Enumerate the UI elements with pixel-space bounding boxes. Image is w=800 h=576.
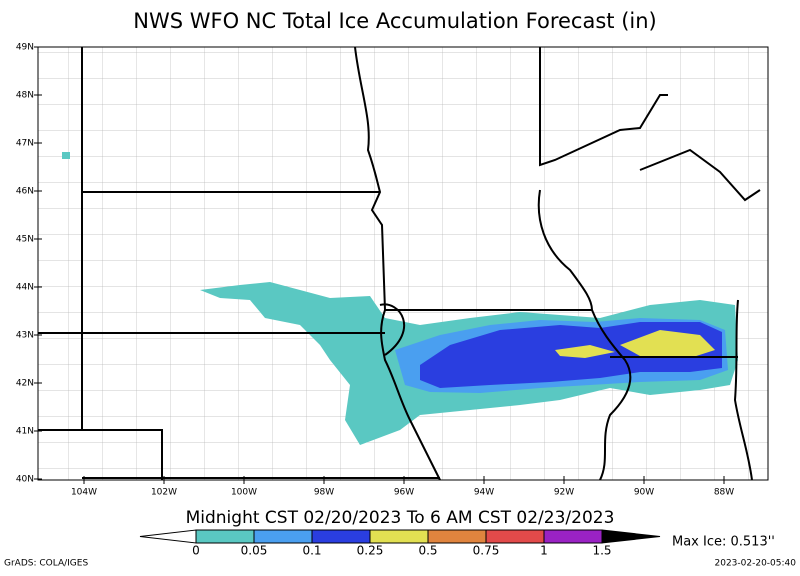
colorbar-label: 1.5: [592, 544, 611, 558]
colorbar-segment: [311, 529, 371, 544]
lon-label: 94W: [474, 488, 494, 498]
lon-label: 90W: [634, 488, 654, 498]
lon-label: 102W: [151, 488, 177, 498]
colorbar-high: [601, 529, 661, 544]
title: NWS WFO NC Total Ice Accumulation Foreca…: [133, 9, 656, 33]
colorbar-label: 0.5: [418, 544, 437, 558]
lat-label: 43N: [16, 331, 34, 341]
longitude-labels: 104W 102W 100W 98W 96W 94W 92W 90W 88W: [71, 476, 734, 498]
lon-label: 92W: [554, 488, 574, 498]
lon-label: 104W: [71, 488, 97, 498]
colorbar-segment: [253, 529, 313, 544]
lat-label: 47N: [16, 139, 34, 149]
map-frame: [37, 46, 769, 481]
colorbar-low: [139, 529, 197, 544]
max-ice: Max Ice: 0.513'': [672, 535, 775, 550]
lat-label: 48N: [16, 91, 34, 101]
colorbar-label: 0.1: [302, 544, 321, 558]
timestamp: 2023-02-20-05:40: [715, 559, 797, 569]
subtitle: Midnight CST 02/20/2023 To 6 AM CST 02/2…: [186, 508, 615, 528]
latitude-labels: 49N 48N 47N 46N 45N 44N 43N 42N 41N 40N: [16, 43, 42, 485]
colorbar-label: 1: [540, 544, 548, 558]
lon-label: 98W: [314, 488, 334, 498]
colorbar-segment: [427, 529, 487, 544]
lat-label: 46N: [16, 187, 34, 197]
lon-label: 100W: [231, 488, 257, 498]
colorbar-label: 0.25: [357, 544, 384, 558]
colorbar-label: 0: [192, 544, 200, 558]
lat-label: 49N: [16, 43, 34, 53]
colorbar-label: 0.75: [473, 544, 500, 558]
lat-label: 45N: [16, 235, 34, 245]
lat-label: 40N: [16, 475, 34, 485]
lat-label: 44N: [16, 283, 34, 293]
lat-label: 42N: [16, 379, 34, 389]
state-boundaries: [38, 46, 761, 481]
lat-label: 41N: [16, 427, 34, 437]
lon-label: 88W: [714, 488, 734, 498]
lon-label: 96W: [394, 488, 414, 498]
colorbar-segment: [543, 529, 603, 544]
colorbar: 0 0.05 0.1 0.25 0.5 0.75 1 1.5: [139, 529, 661, 558]
credit: GrADS: COLA/IGES: [4, 559, 88, 569]
colorbar-segment: [485, 529, 545, 544]
colorbar-label: 0.05: [241, 544, 268, 558]
colorbar-segment: [195, 529, 255, 544]
ice-field: [62, 152, 738, 445]
colorbar-segment: [369, 529, 429, 544]
